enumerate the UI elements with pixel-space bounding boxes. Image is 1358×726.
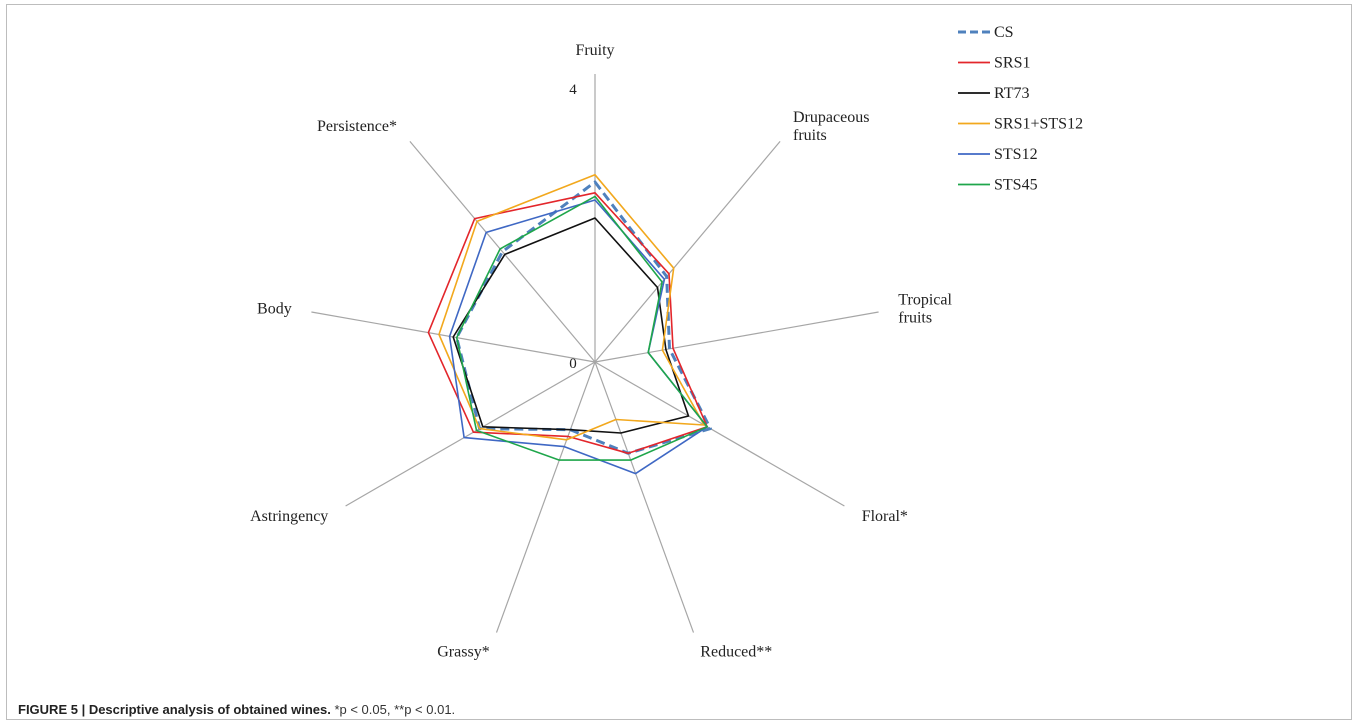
axis-label-fruity: Fruity	[575, 42, 614, 59]
caption-note: *p < 0.05, **p < 0.01.	[330, 702, 456, 717]
axis-label-drupaceous-fruits: Drupaceous fruits	[793, 109, 869, 144]
series-line-rt73	[452, 217, 690, 434]
axis-spoke-reduced	[594, 361, 695, 633]
axis-spoke-grassy	[495, 361, 596, 633]
legend-label-sts45: STS45	[994, 177, 1038, 194]
axis-spoke-tropical-fruits	[594, 311, 879, 363]
series-line-sts45	[455, 195, 709, 461]
axis-label-reduced: Reduced**	[700, 643, 772, 660]
scale-label-min: 0	[569, 356, 577, 372]
legend-label-cs: CS	[994, 24, 1014, 41]
axis-label-persistence: Persistence*	[317, 118, 397, 135]
axis-spoke-persistence	[409, 141, 596, 363]
axis-label-body: Body	[257, 301, 292, 318]
legend-label-srs1-sts12: SRS1+STS12	[994, 116, 1083, 133]
legend-label-srs1: SRS1	[994, 55, 1030, 72]
axis-label-grassy: Grassy*	[437, 643, 489, 660]
axis-spoke-drupaceous-fruits	[594, 141, 781, 363]
figure-caption: FIGURE 5 | Descriptive analysis of obtai…	[18, 702, 455, 717]
legend-label-sts12: STS12	[994, 146, 1038, 163]
series-line-srs1	[427, 192, 709, 455]
axis-spoke-floral	[594, 361, 845, 507]
legend-label-rt73: RT73	[994, 85, 1029, 102]
scale-label-max: 4	[569, 82, 577, 98]
axis-label-astringency: Astringency	[250, 508, 328, 525]
axis-spoke-astringency	[345, 361, 596, 507]
figure-frame	[6, 4, 1352, 720]
caption-lead: FIGURE 5 | Descriptive analysis of obtai…	[18, 702, 331, 717]
series-line-srs1-sts12	[438, 174, 705, 441]
axis-label-tropical-fruits: Tropical fruits	[898, 292, 952, 327]
axis-label-floral: Floral*	[862, 508, 908, 525]
